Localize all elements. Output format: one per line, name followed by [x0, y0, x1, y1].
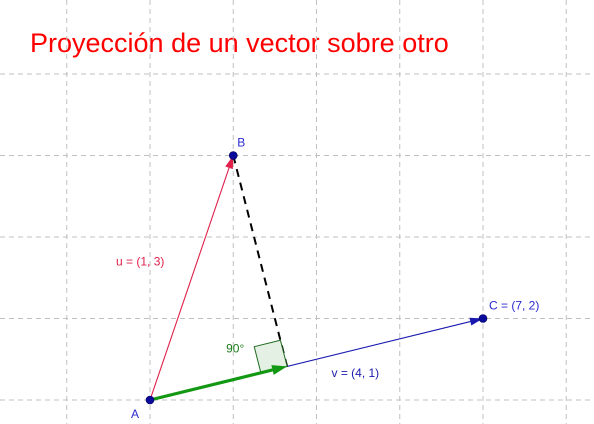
perpendicular-segment[interactable]: [232, 155, 289, 367]
right-angle-label: 90°: [226, 341, 244, 355]
vector-u[interactable]: [149, 167, 230, 401]
vector-u-label: u = (1, 3): [116, 254, 164, 268]
point-a[interactable]: [145, 395, 155, 405]
point-a-label: A: [131, 407, 139, 421]
projection-vector-arrowhead: [271, 365, 288, 375]
point-c-label: C = (7, 2): [489, 299, 539, 313]
vector-v-label: v = (4, 1): [331, 366, 379, 380]
point-c[interactable]: [478, 314, 488, 323]
diagram-title: Proyección de un vector sobre otro: [30, 28, 449, 58]
point-b[interactable]: [228, 151, 238, 160]
projection-vector[interactable]: [149, 368, 273, 402]
point-b-label: B: [237, 136, 245, 150]
